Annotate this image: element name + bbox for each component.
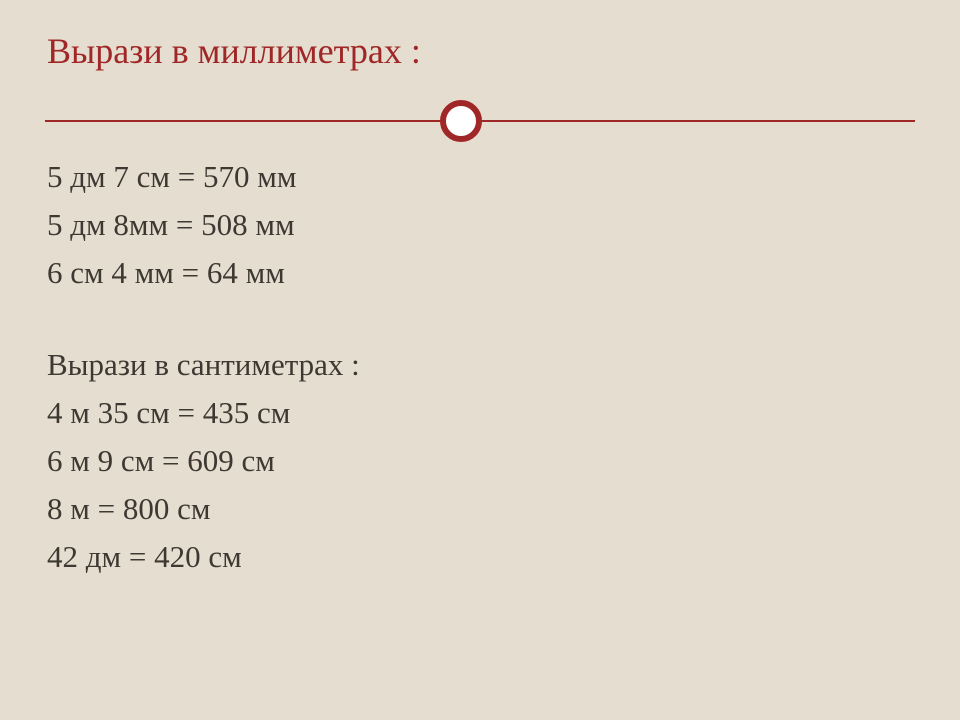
- cm-lhs: 4 м 35 см: [47, 395, 170, 430]
- mm-row: 5 дм 8мм = 508 мм: [47, 201, 915, 249]
- slide-title: Вырази в миллиметрах :: [45, 30, 915, 72]
- cm-rhs: 420 см: [154, 539, 242, 574]
- cm-lhs: 42 дм: [47, 539, 121, 574]
- cm-rhs: 435 см: [203, 395, 291, 430]
- cm-rhs: 800 см: [123, 491, 211, 526]
- cm-lhs: 8 м: [47, 491, 90, 526]
- divider-circle-icon: [440, 100, 482, 142]
- divider: [45, 96, 915, 146]
- mm-rhs: 64 мм: [207, 255, 285, 290]
- mm-lhs: 5 дм 8мм: [47, 207, 168, 242]
- mm-lhs: 5 дм 7 см: [47, 159, 170, 194]
- section-gap: [47, 297, 915, 341]
- eq-sign: =: [170, 395, 203, 430]
- cm-row: 8 м = 800 см: [47, 485, 915, 533]
- cm-heading: Вырази в сантиметрах :: [47, 341, 915, 389]
- content-body: 5 дм 7 см = 570 мм 5 дм 8мм = 508 мм 6 с…: [45, 151, 915, 581]
- mm-lhs: 6 см 4 мм: [47, 255, 174, 290]
- mm-row: 6 см 4 мм = 64 мм: [47, 249, 915, 297]
- cm-row: 6 м 9 см = 609 см: [47, 437, 915, 485]
- mm-row: 5 дм 7 см = 570 мм: [47, 153, 915, 201]
- eq-sign: =: [174, 255, 207, 290]
- cm-row: 4 м 35 см = 435 см: [47, 389, 915, 437]
- eq-sign: =: [90, 491, 123, 526]
- cm-rhs: 609 см: [187, 443, 275, 478]
- slide: Вырази в миллиметрах : 5 дм 7 см = 570 м…: [0, 0, 960, 720]
- eq-sign: =: [121, 539, 154, 574]
- eq-sign: =: [154, 443, 187, 478]
- eq-sign: =: [168, 207, 201, 242]
- mm-rhs: 508 мм: [201, 207, 294, 242]
- mm-rhs: 570 мм: [203, 159, 296, 194]
- cm-lhs: 6 м 9 см: [47, 443, 154, 478]
- eq-sign: =: [170, 159, 203, 194]
- cm-row: 42 дм = 420 см: [47, 533, 915, 581]
